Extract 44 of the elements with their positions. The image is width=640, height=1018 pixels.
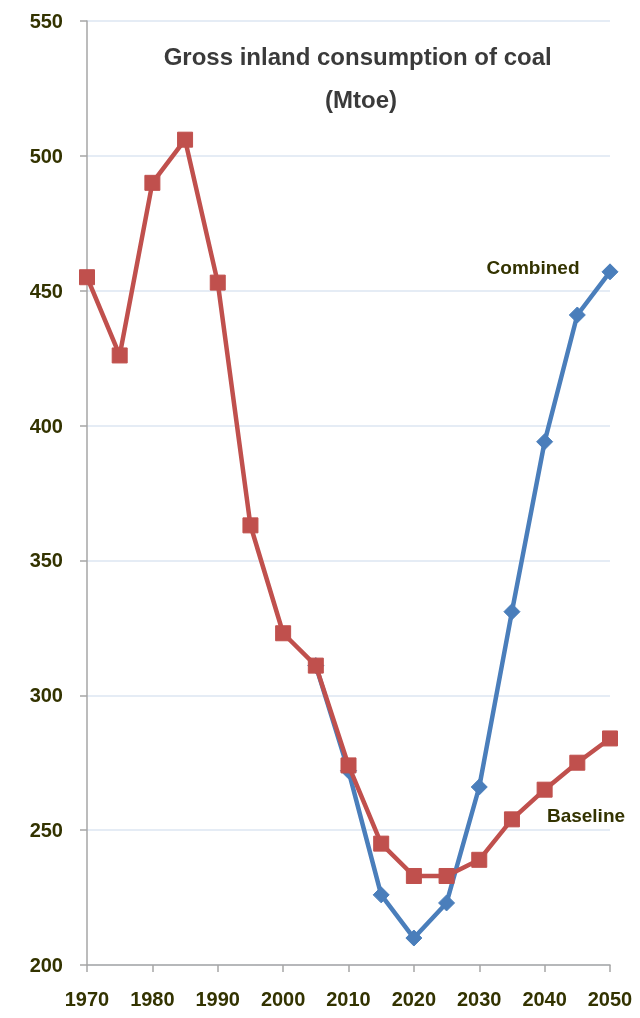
point (536, 433, 554, 451)
y-tick-label: 450 (29, 279, 63, 302)
point (503, 811, 520, 828)
x-tick-label: 2000 (260, 988, 306, 1010)
point (569, 754, 586, 771)
x-tick-label: 2010 (326, 988, 371, 1010)
point (372, 886, 390, 904)
y-tick-label: 550 (29, 10, 63, 32)
point (536, 781, 553, 798)
point (144, 174, 161, 191)
text: Gross inland consumption of coal (Mtoe) (163, 43, 559, 113)
x-tick-label: 2030 (457, 988, 502, 1010)
x-tick-label: 2020 (391, 988, 437, 1010)
point (602, 730, 618, 747)
x-tick-label: 1980 (130, 988, 175, 1010)
point (111, 347, 128, 364)
point (405, 929, 423, 947)
point (373, 835, 390, 852)
point (242, 517, 259, 534)
point (177, 131, 194, 148)
x-tick-label: 1970 (64, 988, 110, 1010)
y-tick-label: 400 (29, 414, 63, 437)
point (340, 757, 357, 774)
y-tick-label: 250 (29, 819, 63, 842)
series-label: Baseline (546, 805, 626, 827)
series-label: Combined (486, 257, 580, 279)
x-tick-label: 1990 (195, 988, 240, 1010)
point (471, 851, 488, 868)
y-tick-label: 300 (29, 684, 63, 707)
x-tick-label: 2050 (587, 988, 633, 1010)
x-tick-label: 2040 (522, 988, 567, 1010)
point (470, 778, 488, 796)
point (79, 269, 95, 286)
y-tick-label: 200 (29, 954, 63, 976)
point (438, 867, 455, 884)
point (601, 263, 619, 281)
point (405, 867, 422, 884)
y-tick-label: 350 (29, 549, 63, 572)
point (503, 603, 521, 621)
point (275, 625, 292, 642)
point (438, 894, 456, 912)
point (209, 274, 226, 291)
y-tick-label: 500 (29, 144, 63, 167)
point (568, 306, 586, 324)
